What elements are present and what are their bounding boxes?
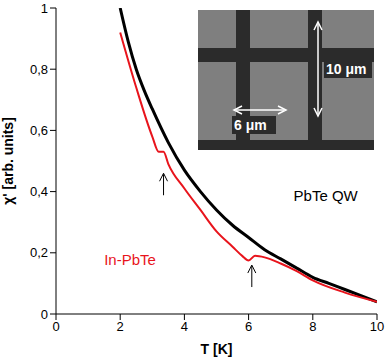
svg-text:10 μm: 10 μm — [326, 61, 366, 77]
svg-text:PbTe QW: PbTe QW — [294, 187, 359, 204]
svg-text:0,8: 0,8 — [30, 62, 48, 77]
svg-text:10: 10 — [370, 319, 384, 334]
svg-text:1: 1 — [41, 1, 48, 16]
svg-text:6: 6 — [245, 319, 252, 334]
svg-text:0,2: 0,2 — [30, 245, 48, 260]
svg-text:χ' [arb. units]: χ' [arb. units] — [0, 117, 16, 205]
svg-text:0,6: 0,6 — [30, 123, 48, 138]
svg-text:0: 0 — [52, 319, 59, 334]
svg-text:0,4: 0,4 — [30, 184, 48, 199]
svg-text:8: 8 — [309, 319, 316, 334]
svg-text:In-PbTe: In-PbTe — [104, 251, 156, 268]
svg-text:0: 0 — [41, 307, 48, 322]
svg-text:T [K]: T [K] — [201, 341, 233, 357]
svg-text:2: 2 — [117, 319, 124, 334]
svg-text:4: 4 — [181, 319, 188, 334]
svg-text:6 μm: 6 μm — [234, 117, 267, 133]
